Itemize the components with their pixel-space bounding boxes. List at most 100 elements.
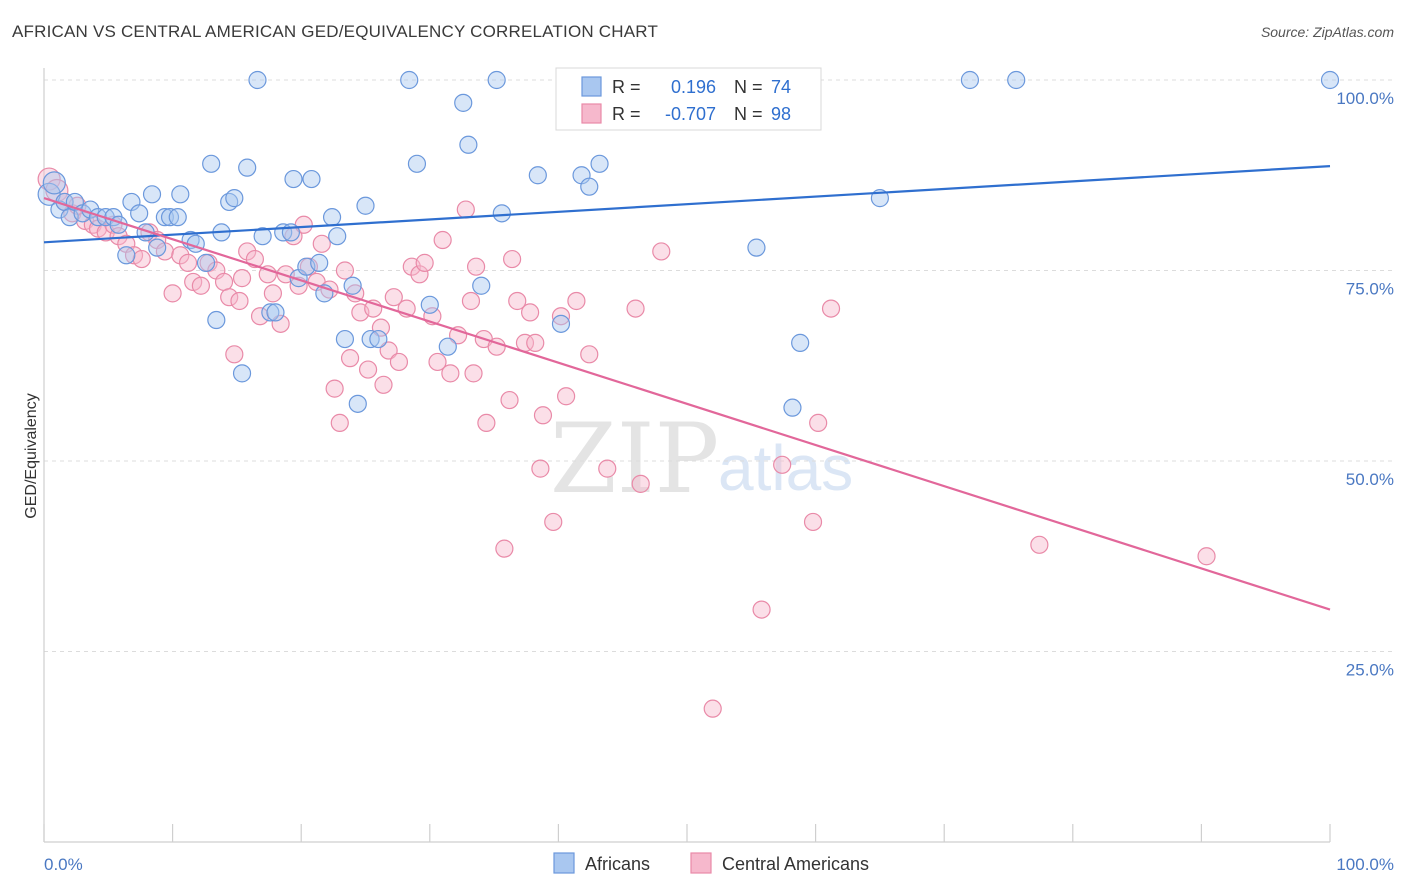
africans-point [202, 154, 221, 173]
africans-point [207, 310, 226, 330]
central-americans-trend-line [43, 197, 1331, 611]
africans-point [42, 171, 66, 195]
africans-point [400, 70, 419, 90]
x-tick-label-min: 0.0% [44, 855, 83, 874]
central-americans-point [191, 276, 210, 295]
africans-point [492, 204, 511, 223]
central-americans-point [503, 249, 522, 269]
africans-point [420, 295, 439, 314]
central-americans-point [508, 291, 527, 311]
central-americans-point [521, 303, 540, 322]
africans-point [148, 238, 167, 257]
central-americans-point [263, 284, 283, 303]
africans-point [438, 337, 457, 356]
central-americans-point [340, 349, 360, 368]
africans-point [369, 329, 388, 349]
legend-n-label-central-americans: N = [734, 104, 763, 124]
central-americans-point [171, 246, 190, 265]
central-americans-point [132, 249, 151, 269]
africans-point [356, 196, 375, 215]
africans-point [284, 169, 303, 189]
africans-point [590, 154, 609, 173]
central-americans-point [652, 242, 671, 261]
x-tick-label-max: 100.0% [1336, 855, 1394, 874]
watermark-atlas: atlas [718, 432, 853, 504]
central-americans-point [271, 314, 290, 333]
central-americans-point [312, 234, 331, 253]
bottom-legend-label-africans[interactable]: Africans [585, 854, 650, 874]
africans-point [310, 253, 329, 272]
central-americans-point [803, 512, 823, 532]
central-americans-point [214, 272, 234, 292]
central-americans-point [631, 474, 650, 493]
bottom-legend-label-central-americans[interactable]: Central Americans [722, 854, 869, 874]
africans-point [238, 158, 257, 177]
africans-point [266, 303, 285, 322]
central-americans-point [163, 284, 182, 303]
central-americans-point [389, 352, 409, 372]
africans-point [142, 185, 162, 204]
africans-point [261, 303, 280, 322]
central-americans-point [626, 299, 645, 318]
central-americans-point [456, 200, 475, 219]
central-americans-point [477, 413, 496, 432]
africans-point [155, 208, 174, 227]
central-americans-point [544, 512, 563, 532]
central-americans-point [464, 364, 483, 383]
central-americans-point [325, 379, 344, 398]
central-americans-point [821, 299, 841, 318]
y-tick-label-75: 75.0% [1346, 280, 1394, 299]
africans-point [196, 253, 216, 272]
central-americans-point [533, 406, 553, 425]
central-americans-point [230, 291, 249, 311]
central-americans-point [225, 345, 244, 364]
central-americans-point [526, 333, 545, 352]
legend-r-label-central-americans: R = [612, 104, 641, 124]
africans-point [407, 154, 427, 173]
legend-n-value-africans: 74 [771, 77, 791, 97]
central-americans-point [752, 600, 771, 619]
central-americans-point [238, 242, 257, 261]
africans-point [343, 276, 362, 295]
central-americans-point [232, 269, 252, 288]
chart-title: AFRICAN VS CENTRAL AMERICAN GED/EQUIVALE… [12, 22, 659, 41]
legend-n-value-central-americans: 98 [771, 104, 791, 124]
central-americans-point [580, 345, 599, 364]
africans-point [361, 329, 380, 349]
central-americans-point [433, 230, 452, 250]
central-americans-point [557, 387, 576, 406]
central-americans-point [703, 699, 722, 718]
watermark-zip: ZIP [550, 403, 719, 515]
bottom-legend-swatch-africans[interactable] [553, 852, 575, 874]
central-americans-point [104, 215, 123, 234]
central-americans-point [461, 291, 481, 311]
legend-r-value-central-americans: -0.707 [665, 104, 716, 124]
africans-point [528, 166, 547, 185]
africans-point [168, 208, 187, 227]
central-americans-point [809, 413, 828, 432]
legend-swatch-central-americans [581, 103, 602, 124]
central-americans-point [410, 265, 429, 284]
africans-point [472, 276, 491, 295]
central-americans-point [495, 539, 514, 558]
bottom-legend-swatch-central-americans[interactable] [690, 852, 712, 874]
central-americans-point [551, 307, 571, 326]
central-americans-point [371, 318, 391, 337]
africans-point [322, 208, 342, 227]
central-americans-point [250, 307, 270, 326]
africans-point [747, 238, 766, 257]
central-americans-point [1030, 535, 1049, 554]
series-legend: Africans Central Americans [553, 852, 869, 874]
africans-point [454, 93, 473, 112]
africans-point [335, 329, 355, 349]
legend-swatch-africans [581, 76, 602, 97]
africans-point [487, 70, 506, 90]
central-americans-point [428, 352, 447, 372]
africans-point [791, 333, 810, 352]
central-americans-point [379, 341, 398, 360]
africans-point [328, 227, 347, 246]
x-axis-ticks [43, 824, 1331, 842]
africans-point [580, 177, 599, 196]
central-americans-point [441, 364, 460, 383]
